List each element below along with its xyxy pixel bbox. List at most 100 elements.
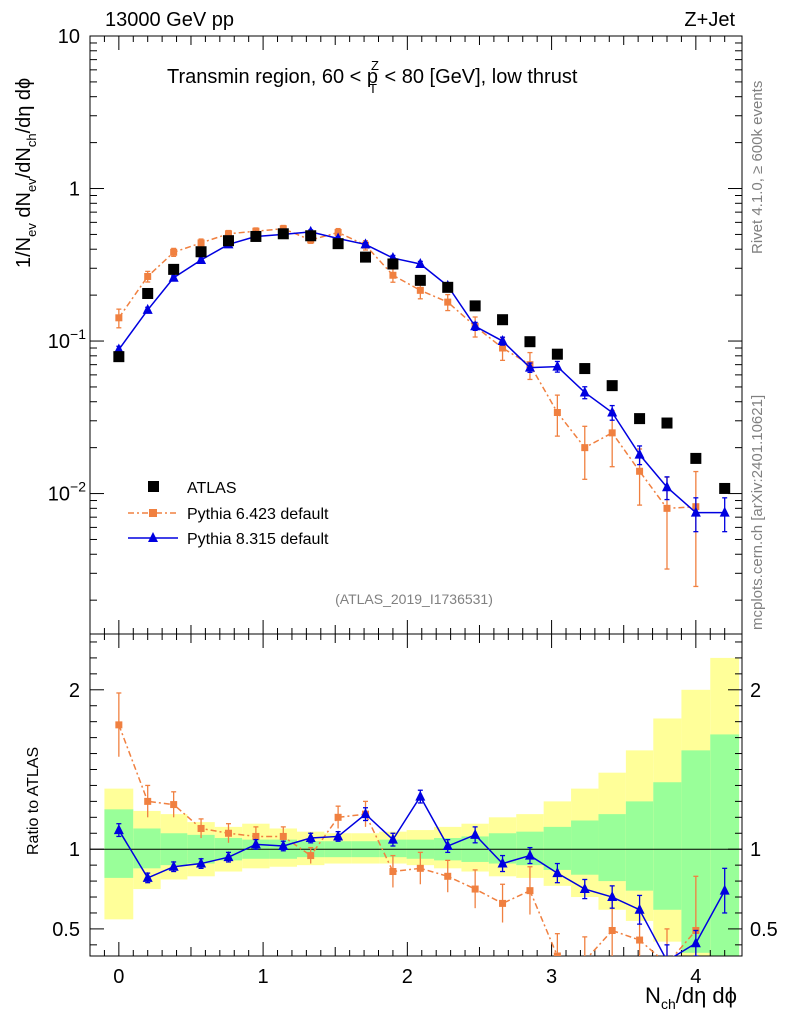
band-inner-bin — [133, 828, 161, 869]
py6-point-top — [553, 408, 561, 416]
py8-point-ratio — [223, 851, 234, 862]
py6-point-ratio — [334, 813, 342, 821]
y-tick-label-ratio-left: 2 — [69, 680, 80, 702]
py6-point-top — [115, 314, 123, 322]
py6-point-ratio — [224, 829, 232, 837]
py8-point-top — [142, 303, 153, 314]
py6-point-ratio — [499, 899, 507, 907]
py8-point-top — [113, 343, 124, 354]
band-inner-bin — [710, 734, 740, 956]
x-tick-label: 2 — [402, 966, 413, 988]
py6-point-ratio — [197, 824, 205, 832]
band-inner-bin — [653, 782, 682, 910]
py6-point-ratio — [608, 926, 616, 934]
legend-atlas-label: ATLAS — [187, 480, 237, 497]
py8-point-ratio — [690, 937, 701, 948]
legend: ATLAS Pythia 6.423 default Pythia 8.315 … — [128, 480, 329, 548]
band-inner-bin — [104, 809, 134, 878]
py8-point-top — [552, 360, 563, 371]
atlas-point — [551, 348, 563, 360]
atlas-point — [414, 274, 426, 286]
py6-point-top — [444, 298, 452, 306]
y-tick-label-top: 10−2 — [48, 479, 86, 506]
title-tail: < 80 [GeV], low thrust — [379, 66, 578, 88]
atlas-point — [305, 230, 317, 242]
data-layer — [113, 224, 731, 967]
y-tick-label-top: 10−1 — [48, 326, 86, 353]
atlas-point — [719, 482, 731, 494]
py8-point-top — [168, 271, 179, 282]
py6-point-ratio — [252, 832, 260, 840]
py8-point-ratio — [113, 824, 124, 835]
py8-point-top — [196, 253, 207, 264]
py8-point-ratio — [579, 883, 590, 894]
py8-point-top — [415, 257, 426, 268]
atlas-point — [524, 336, 536, 348]
y-axis-label-bottom: Ratio to ATLAS — [25, 747, 42, 855]
py6-line-top — [118, 227, 696, 510]
py8-point-ratio — [666, 954, 668, 956]
py6-point-top — [334, 228, 342, 236]
band-inner-bin — [379, 839, 407, 858]
py8-point-top — [607, 406, 618, 417]
py8-point-top — [690, 506, 701, 517]
py6-point-ratio — [115, 721, 123, 729]
py6-point-top — [636, 467, 644, 475]
py6-point-top — [170, 248, 178, 256]
atlas-point — [387, 258, 399, 270]
py8-point-ratio — [719, 884, 730, 895]
py8-point-top — [719, 506, 730, 517]
py6-line-ratio — [118, 724, 697, 956]
py8-point-top — [470, 320, 481, 331]
py6-point-top — [608, 429, 616, 437]
band-inner-bin — [625, 801, 654, 891]
atlas-point — [634, 413, 646, 425]
py8-point-top — [360, 238, 371, 249]
atlas-point — [469, 300, 481, 312]
legend-py6-marker — [149, 509, 157, 517]
py8-point-top — [634, 448, 645, 459]
atlas-point — [360, 251, 372, 263]
bottom-panel-frame — [89, 633, 743, 957]
y-tick-label-ratio-right: 1 — [750, 839, 761, 861]
py8-line-top — [118, 231, 725, 514]
band-inner-bin — [543, 826, 572, 870]
atlas-point — [142, 287, 154, 299]
x-tick-label: 3 — [546, 966, 557, 988]
py8-point-ratio — [552, 867, 563, 878]
py6-point-ratio — [581, 957, 588, 964]
atlas-point — [661, 417, 673, 429]
atlas-point — [195, 246, 207, 258]
y-tick-label-ratio-right: 0.5 — [750, 919, 778, 941]
x-tick-label: 4 — [690, 966, 701, 988]
py6-point-top — [389, 271, 397, 279]
legend-py6-label: Pythia 6.423 default — [187, 506, 329, 523]
py6-point-ratio — [663, 960, 670, 967]
legend-py8-label: Pythia 8.315 default — [187, 531, 329, 548]
py8-point-ratio — [497, 857, 508, 868]
py6-point-ratio — [144, 797, 152, 805]
py8-point-ratio — [278, 840, 289, 851]
py6-point-ratio — [389, 868, 397, 876]
py6-point-top — [144, 272, 152, 280]
py6-point-ratio — [636, 936, 644, 944]
analysis-label: (ATLAS_2019_I1736531) — [335, 591, 493, 607]
y-tick-label-top: 10 — [58, 26, 80, 48]
y-tick-label-ratio-left: 0.5 — [52, 919, 80, 941]
py8-point-ratio — [415, 790, 426, 801]
py6-point-ratio — [279, 832, 287, 840]
plot-title: Transmin region, 60 < p TZ < 80 [GeV], lo… — [167, 58, 578, 96]
py8-point-top — [524, 361, 535, 372]
py6-point-ratio — [307, 852, 315, 860]
py6-point-top — [663, 504, 671, 512]
title-main: Transmin region, 60 < p — [167, 66, 378, 88]
band-inner-bin — [571, 820, 599, 875]
atlas-point — [250, 230, 262, 242]
axis-ticks: 10 1 10−1 10−2 2 2 1 1 0.5 0.5 0 1 2 3 4 — [48, 26, 778, 988]
py6-point-top — [581, 444, 589, 452]
atlas-point — [332, 238, 344, 250]
x-axis-label: Nch/dη dϕ — [645, 983, 737, 1012]
y-tick-label-ratio-right: 2 — [750, 680, 761, 702]
atlas-point — [168, 263, 180, 275]
